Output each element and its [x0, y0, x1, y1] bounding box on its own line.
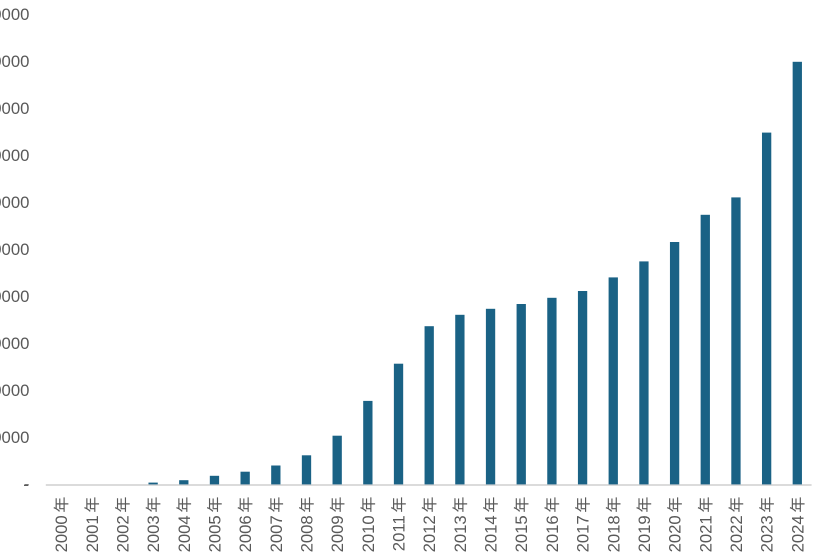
svg-text:2006: 2006	[236, 515, 255, 552]
svg-text:80000: 80000	[0, 99, 29, 118]
svg-text:60000: 60000	[0, 193, 29, 212]
svg-text:70000: 70000	[0, 146, 29, 165]
svg-text:2013: 2013	[451, 515, 470, 552]
svg-text:2001: 2001	[83, 515, 102, 552]
svg-text:50000: 50000	[0, 240, 29, 259]
svg-text:2019: 2019	[635, 515, 654, 552]
svg-text:-: -	[24, 474, 30, 493]
svg-text:2009: 2009	[328, 515, 347, 552]
svg-text:2007: 2007	[267, 515, 286, 552]
svg-text:2003: 2003	[144, 515, 163, 552]
svg-text:2014: 2014	[482, 515, 501, 552]
svg-text:2020: 2020	[666, 515, 685, 552]
svg-text:2008: 2008	[298, 515, 317, 552]
svg-text:40000: 40000	[0, 287, 29, 306]
svg-text:10000: 10000	[0, 428, 29, 447]
svg-text:2023: 2023	[758, 515, 777, 552]
svg-text:2018: 2018	[604, 515, 623, 552]
svg-text:2002: 2002	[113, 515, 132, 552]
svg-text:2024: 2024	[788, 515, 807, 552]
svg-text:90000: 90000	[0, 52, 29, 71]
svg-text:2017: 2017	[574, 515, 593, 552]
svg-text:20000: 20000	[0, 381, 29, 400]
svg-text:2015: 2015	[512, 515, 531, 552]
svg-text:2005: 2005	[205, 515, 224, 552]
svg-text:2011: 2011	[390, 515, 409, 551]
svg-text:2000: 2000	[52, 515, 71, 552]
svg-text:30000: 30000	[0, 334, 29, 353]
svg-text:2010: 2010	[359, 515, 378, 552]
svg-text:2004: 2004	[175, 515, 194, 552]
svg-text:2021: 2021	[696, 515, 715, 552]
svg-text:2016: 2016	[543, 515, 562, 552]
svg-text:2012: 2012	[420, 515, 439, 552]
svg-text:100000: 100000	[0, 5, 29, 24]
svg-text:2022: 2022	[727, 515, 746, 552]
svg-text:-: -	[23, 475, 29, 494]
